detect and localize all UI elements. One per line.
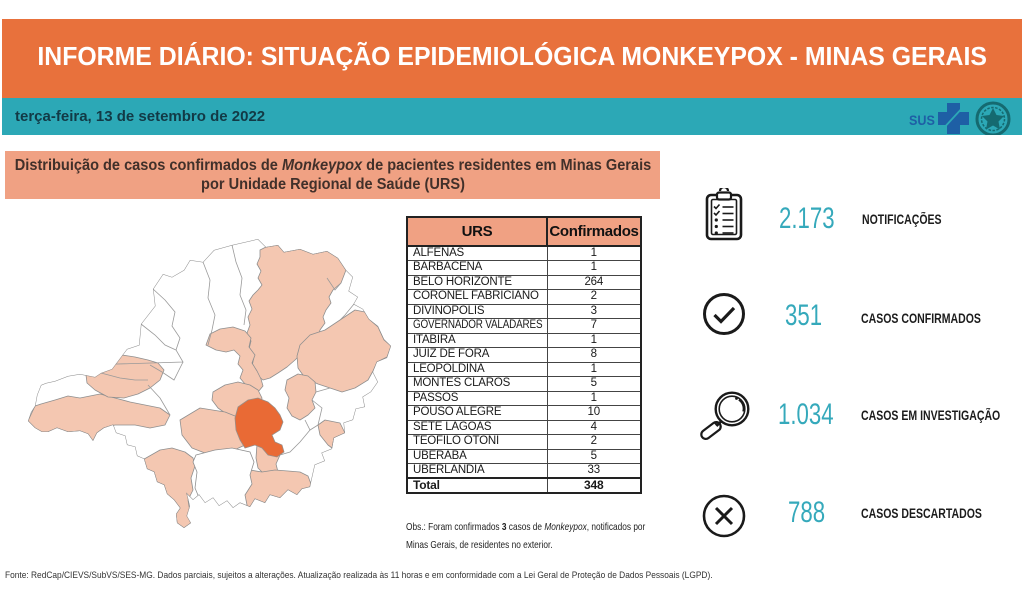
svg-text:SUS: SUS — [909, 112, 935, 128]
